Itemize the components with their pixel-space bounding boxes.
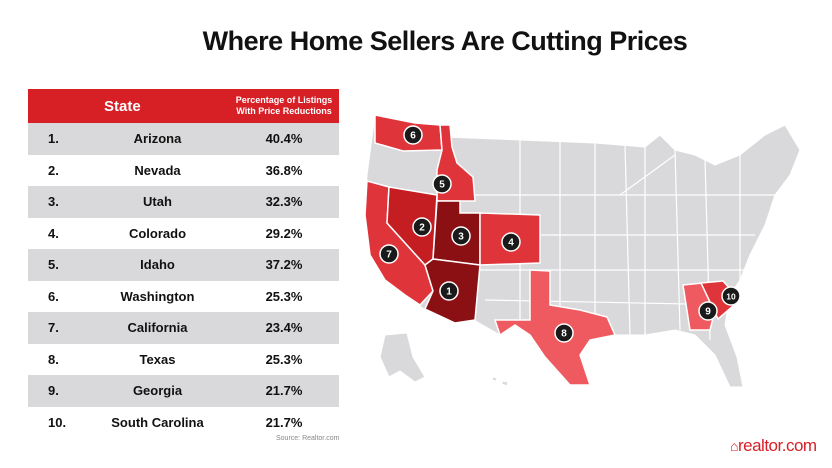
- rank-badge-label: 2: [419, 223, 425, 234]
- cell-state: Washington: [120, 288, 195, 304]
- cell-rank: 9.: [48, 383, 59, 399]
- rank-badge-circle: [439, 281, 459, 301]
- rank-badge-3: 3: [451, 226, 471, 246]
- rank-badge-circle: [721, 286, 741, 306]
- rank-badge-1: 1: [439, 281, 459, 301]
- ranking-table: State Percentage of Listings With Price …: [28, 89, 339, 438]
- cell-pct: 25.3%: [265, 288, 303, 304]
- cell-state: Idaho: [140, 257, 175, 273]
- header-percentage-line1: Percentage of Listings: [235, 95, 333, 105]
- cell-state: Utah: [143, 194, 172, 210]
- rank-badge-4: 4: [501, 232, 521, 252]
- brand-text: realtor.com: [737, 436, 817, 455]
- cell-rank: 4.: [48, 225, 59, 241]
- rank-badge-label: 5: [439, 180, 445, 191]
- cell-state: Nevada: [134, 162, 181, 178]
- realtor-logo: ⌂realtor.com: [730, 436, 817, 456]
- rank-badge-label: 1: [446, 287, 452, 298]
- rank-badge-circle: [412, 217, 432, 237]
- cell-rank: 1.: [48, 131, 59, 147]
- cell-pct: 29.2%: [265, 225, 303, 241]
- rank-badges: 1 2 3 4 5 6 7 8 9 10: [379, 125, 741, 343]
- cell-pct: 36.8%: [265, 162, 303, 178]
- cell-state: Georgia: [132, 383, 183, 399]
- cell-pct: 21.7%: [265, 383, 303, 399]
- rank-badge-label: 3: [458, 232, 464, 243]
- table-row: 1. Arizona 40.4%: [28, 123, 339, 155]
- rank-badge-label: 6: [410, 131, 416, 142]
- header-percentage-line2: With Price Reductions: [236, 106, 332, 116]
- header-percentage: Percentage of Listings With Price Reduct…: [229, 89, 339, 123]
- page-title: Where Home Sellers Are Cutting Prices: [202, 26, 688, 56]
- rank-badge-label: 7: [386, 250, 392, 261]
- rank-badge-circle: [379, 244, 399, 264]
- alaska-shape: [379, 332, 426, 383]
- cell-pct: 25.3%: [265, 351, 303, 367]
- cell-state: California: [127, 320, 188, 336]
- cell-pct: 32.3%: [265, 194, 303, 210]
- cell-pct: 40.4%: [265, 131, 303, 147]
- rank-badge-10: 10: [721, 286, 741, 306]
- rank-badge-circle: [698, 301, 718, 321]
- table-row: 4. Colorado 29.2%: [28, 217, 339, 249]
- table-header-row: State Percentage of Listings With Price …: [28, 89, 339, 123]
- table-row: 6. Washington 25.3%: [28, 280, 339, 312]
- cell-rank: 3.: [48, 194, 59, 210]
- rank-badge-8: 8: [554, 323, 574, 343]
- us-map: 1 2 3 4 5 6 7 8 9 10: [364, 114, 801, 388]
- source-note: Source: Realtor.com: [276, 435, 340, 442]
- table-row: 3. Utah 32.3%: [28, 186, 339, 218]
- house-icon: ⌂: [730, 438, 738, 454]
- rank-badge-circle: [451, 226, 471, 246]
- cell-rank: 8.: [48, 351, 59, 367]
- table-row: 5. Idaho 37.2%: [28, 249, 339, 281]
- rank-badge-circle: [432, 174, 452, 194]
- hawaii-shape: [501, 380, 509, 387]
- rank-badge-label: 8: [561, 329, 567, 340]
- table-row: 10. South Carolina 21.7%: [28, 406, 339, 438]
- state-texas: [493, 269, 617, 386]
- rank-badge-label: 9: [705, 307, 711, 318]
- rank-badge-label: 4: [508, 238, 514, 249]
- rank-badge-7: 7: [379, 244, 399, 264]
- cell-rank: 6.: [48, 288, 59, 304]
- cell-pct: 37.2%: [265, 257, 303, 273]
- table-row: 8. Texas 25.3%: [28, 343, 339, 375]
- cell-state: Colorado: [128, 225, 187, 241]
- hawaii-shape: [491, 376, 498, 382]
- table-row: 2. Nevada 36.8%: [28, 154, 339, 186]
- cell-state: South Carolina: [111, 414, 204, 430]
- rank-badge-label: 10: [726, 292, 736, 302]
- rank-badge-circle: [403, 125, 423, 145]
- cell-rank: 7.: [48, 320, 59, 336]
- table-row: 7. California 23.4%: [28, 312, 339, 344]
- rank-badge-6: 6: [403, 125, 423, 145]
- table-body: 1. Arizona 40.4% 2. Nevada 36.8% 3. Utah 32.3% 4.…: [28, 123, 339, 438]
- cell-rank: 10.: [48, 414, 67, 430]
- rank-badge-circle: [554, 323, 574, 343]
- header-state: State: [104, 97, 141, 115]
- cell-rank: 2.: [48, 162, 59, 178]
- cell-pct: 23.4%: [265, 320, 303, 336]
- rank-badge-9: 9: [698, 301, 718, 321]
- rank-badge-2: 2: [412, 217, 432, 237]
- cell-rank: 5.: [48, 257, 59, 273]
- cell-state: Arizona: [133, 131, 182, 147]
- rank-badge-5: 5: [432, 174, 452, 194]
- rank-badge-circle: [501, 232, 521, 252]
- table-row: 9. Georgia 21.7%: [28, 375, 339, 407]
- cell-state: Texas: [139, 351, 176, 367]
- cell-pct: 21.7%: [265, 414, 303, 430]
